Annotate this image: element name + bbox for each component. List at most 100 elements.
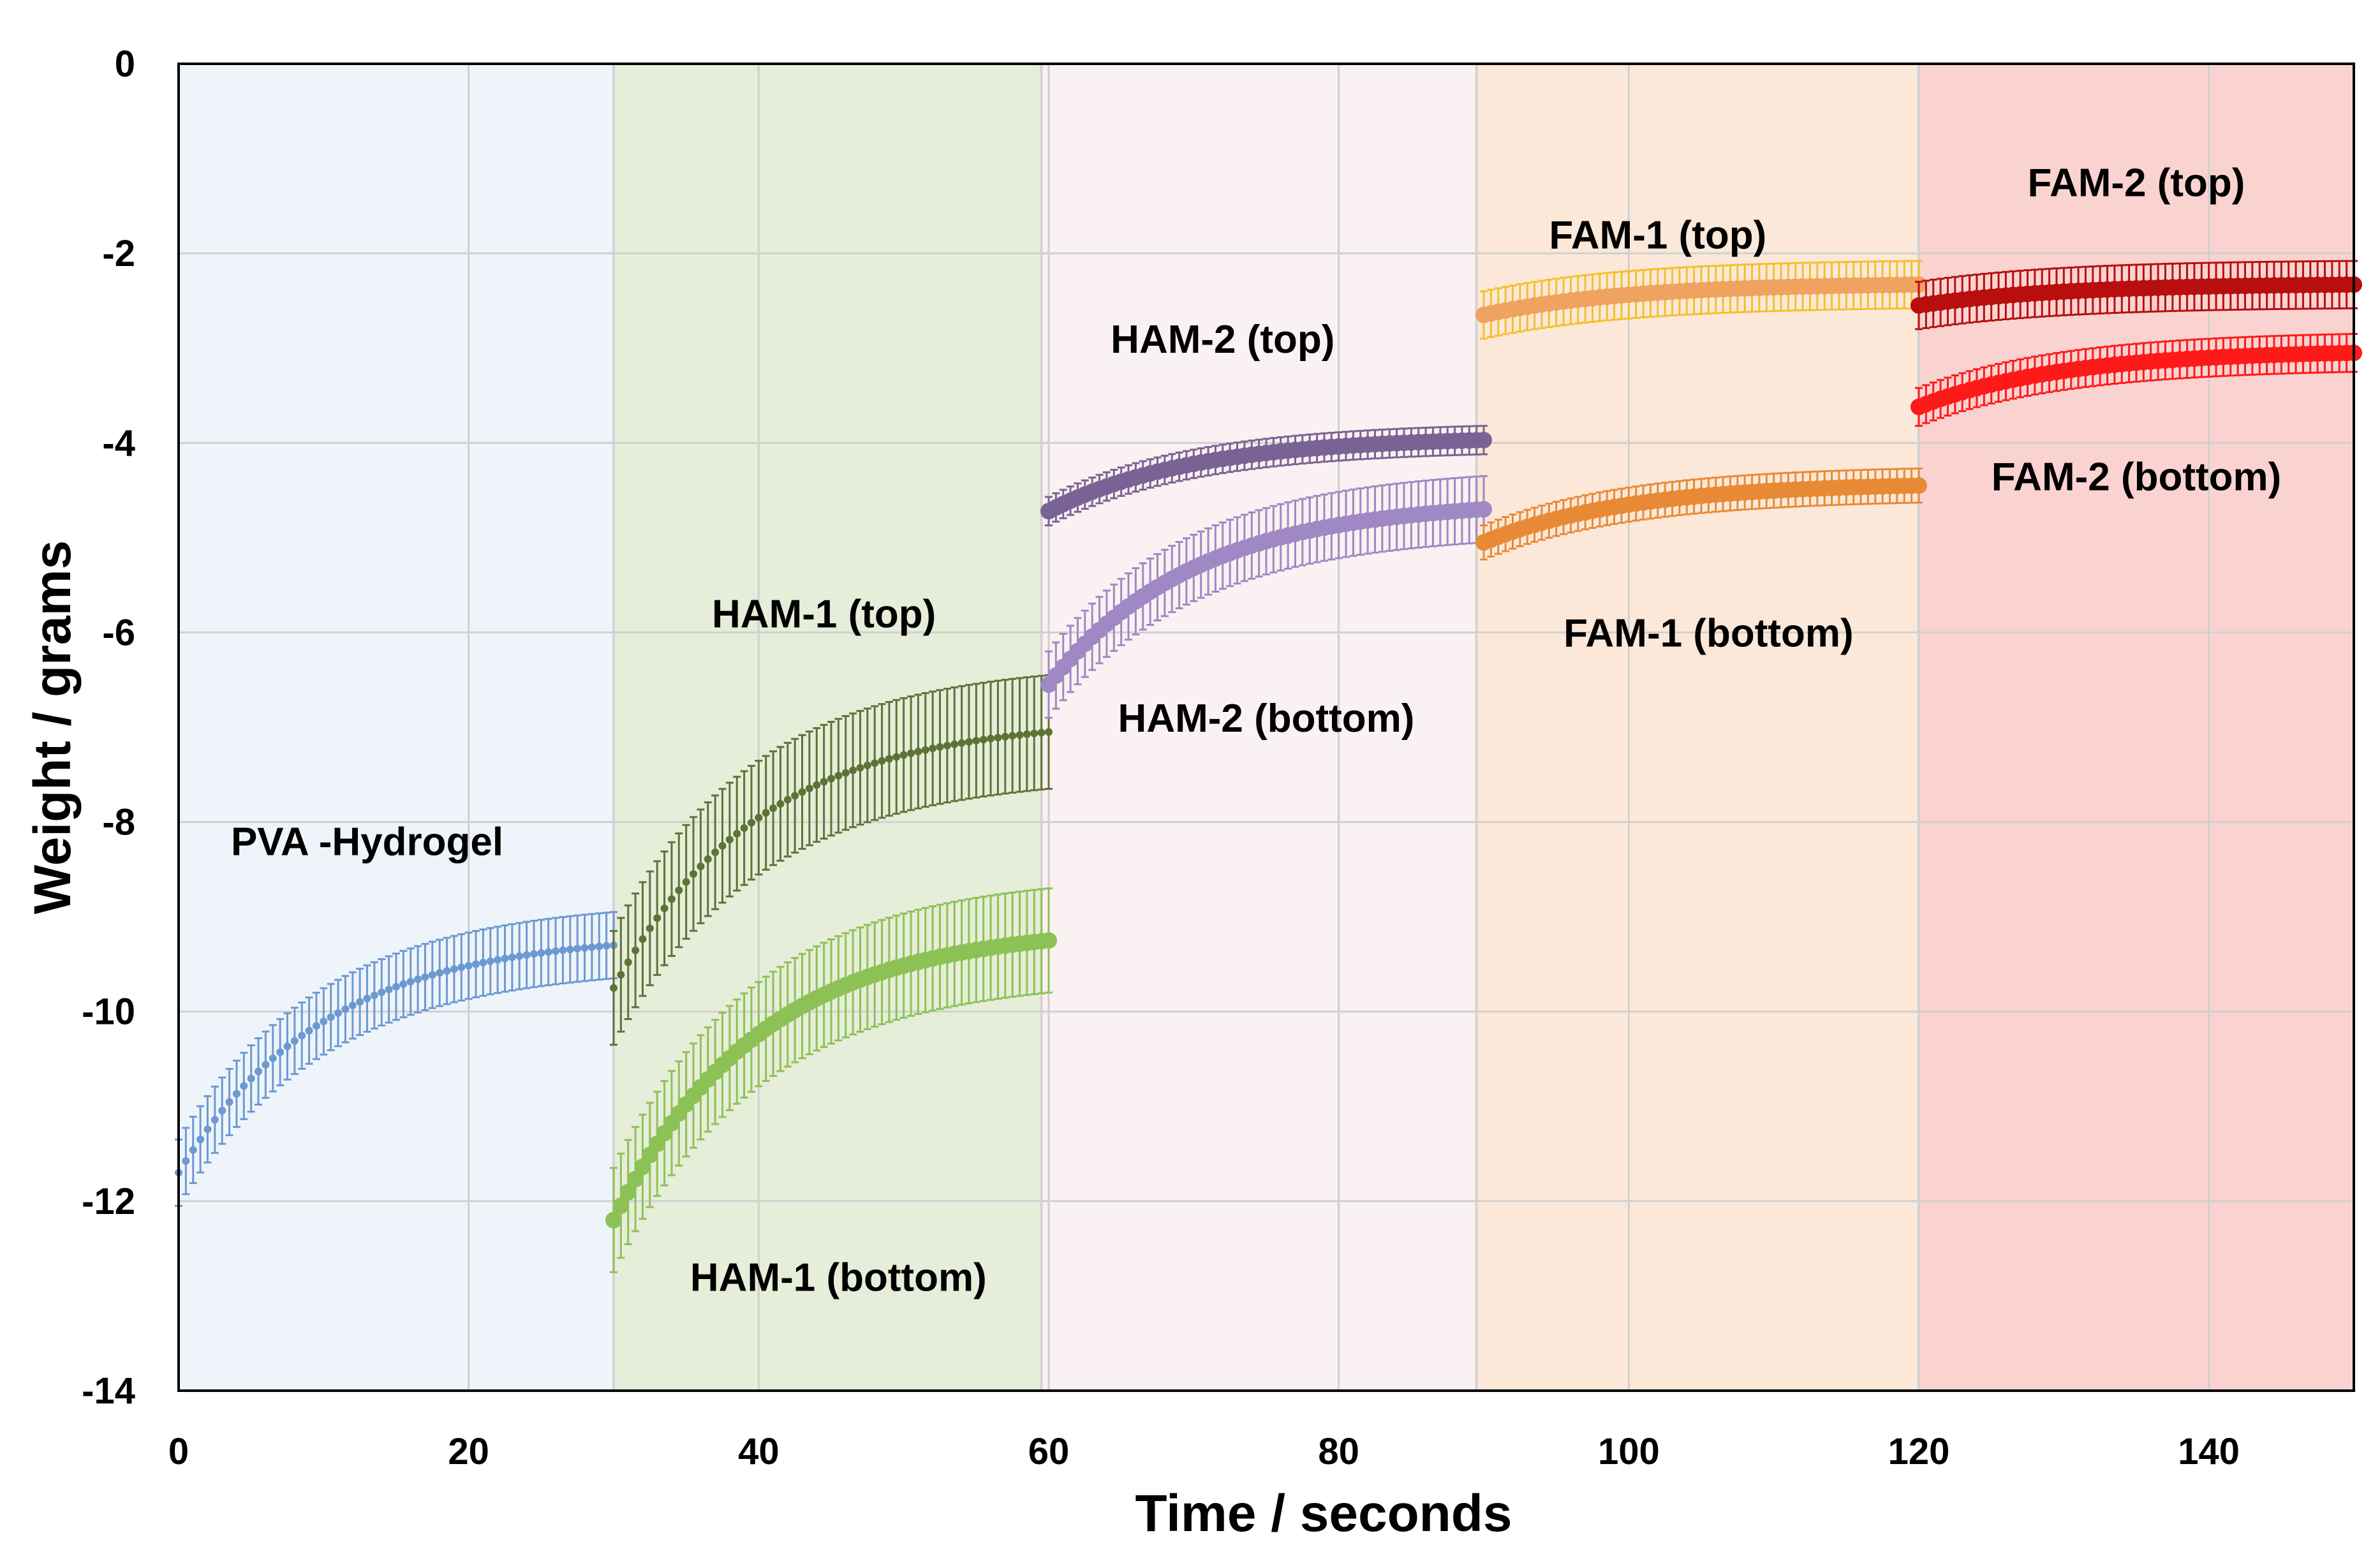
data-point — [1023, 730, 1031, 738]
data-point — [667, 895, 676, 903]
data-point — [472, 960, 480, 968]
series-fam-1-bottom — [1475, 467, 1927, 561]
data-point — [907, 749, 915, 757]
data-point — [537, 949, 545, 957]
data-point — [1016, 731, 1024, 739]
data-point — [1040, 932, 1057, 949]
x-tick-label: 120 — [1888, 1431, 1950, 1472]
data-point — [1475, 501, 1492, 518]
data-point — [762, 809, 770, 817]
data-point — [950, 740, 959, 748]
data-point — [196, 1136, 205, 1144]
data-point — [602, 942, 610, 950]
data-point — [697, 862, 705, 871]
series-ham-2-bottom — [1040, 475, 1492, 719]
data-point — [232, 1090, 240, 1098]
y-tick-label: -4 — [102, 422, 135, 464]
data-point — [312, 1022, 320, 1030]
data-point — [639, 935, 647, 944]
data-point — [515, 952, 524, 960]
data-point — [522, 951, 531, 959]
data-point — [211, 1116, 219, 1124]
x-axis-title: Time / seconds — [1135, 1484, 1512, 1543]
series-pva-hydrogel — [175, 911, 617, 1207]
data-point — [747, 818, 755, 827]
data-point — [218, 1107, 226, 1115]
data-point — [605, 1211, 622, 1229]
data-point — [1037, 729, 1046, 737]
series-label: HAM-2 (bottom) — [1118, 697, 1415, 741]
data-point — [573, 945, 582, 953]
data-point — [783, 796, 792, 804]
plot-frame — [177, 63, 2355, 1392]
data-point — [544, 948, 552, 956]
data-point — [619, 1183, 637, 1201]
region-bands — [179, 64, 2354, 1391]
data-point — [580, 944, 589, 952]
data-point — [225, 1098, 233, 1106]
data-point — [414, 975, 422, 984]
data-point — [965, 737, 973, 746]
data-point — [987, 734, 995, 743]
y-tick-label: 0 — [115, 43, 135, 85]
y-tick-label: -6 — [102, 612, 135, 653]
data-point — [348, 1002, 357, 1010]
data-point — [566, 945, 574, 954]
x-tick-label: 80 — [1318, 1431, 1359, 1472]
data-point — [378, 988, 386, 996]
series-ham-1-top — [610, 674, 1053, 1046]
data-point — [755, 813, 763, 822]
data-point — [863, 761, 871, 769]
data-point — [341, 1005, 350, 1013]
series-label: HAM-1 (top) — [712, 593, 936, 637]
data-point — [617, 970, 625, 979]
data-point — [464, 961, 473, 970]
data-point — [1009, 732, 1017, 740]
data-point — [660, 904, 669, 912]
data-point — [182, 1157, 190, 1165]
series-fam-1-top — [1475, 260, 1927, 340]
data-point — [399, 980, 408, 988]
data-point — [276, 1048, 285, 1056]
data-point — [936, 743, 944, 751]
data-point — [428, 971, 436, 979]
data-point — [798, 788, 806, 796]
data-point — [363, 995, 371, 1003]
data-point — [627, 1171, 644, 1188]
x-tick-label: 20 — [448, 1431, 489, 1472]
data-point — [501, 954, 509, 963]
series-layer — [175, 260, 2362, 1273]
x-tick-label: 100 — [1598, 1431, 1660, 1472]
data-point — [327, 1013, 335, 1021]
x-tick-label: 40 — [738, 1431, 780, 1472]
data-point — [298, 1032, 306, 1040]
data-point — [682, 878, 690, 886]
series-labels: PVA -Hydrogel HAM-1 (top) HAM-1 (bottom) HA… — [231, 161, 2281, 1300]
data-point — [559, 946, 567, 954]
data-point — [612, 1197, 630, 1215]
data-point — [385, 986, 393, 994]
x-tick-label: 140 — [2178, 1431, 2240, 1472]
data-point — [290, 1037, 299, 1045]
region-band-pva — [179, 64, 614, 1391]
data-point — [624, 958, 632, 966]
data-point — [392, 982, 400, 991]
y-tick-label: -10 — [82, 991, 135, 1033]
data-point — [725, 836, 734, 844]
data-point — [957, 739, 966, 747]
data-point — [675, 886, 683, 894]
data-point — [486, 957, 494, 965]
data-point — [769, 804, 778, 812]
series-ham-2-top — [1040, 425, 1492, 527]
data-point — [929, 744, 937, 753]
data-point — [443, 967, 451, 975]
data-point — [203, 1125, 212, 1134]
data-point — [189, 1146, 197, 1154]
data-point — [305, 1026, 313, 1035]
data-point — [878, 757, 886, 765]
series-label: HAM-1 (bottom) — [690, 1256, 987, 1300]
data-point — [899, 751, 908, 759]
data-point — [791, 792, 799, 800]
data-point — [718, 841, 727, 850]
